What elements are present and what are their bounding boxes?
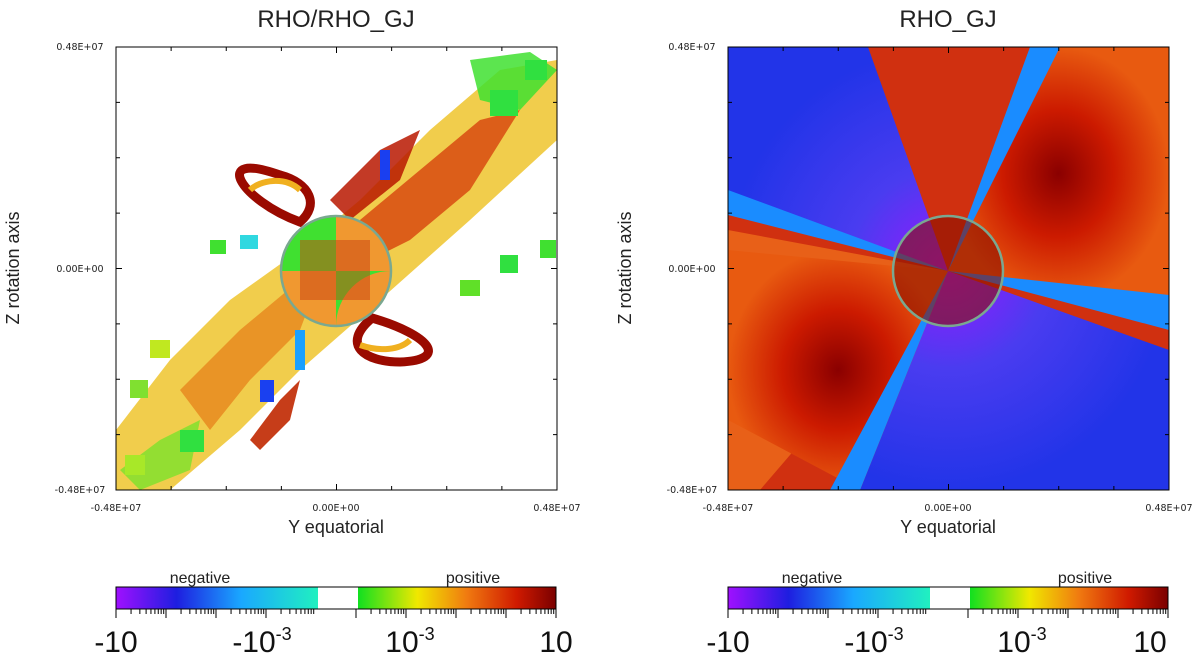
panel-left-ytick-mid: 0.00E+00: [56, 264, 103, 275]
panel-left-heatmap: [116, 47, 557, 490]
panel-right-title: RHO_GJ: [899, 6, 996, 33]
panel-left-xlabel: Y equatorial: [288, 517, 384, 537]
panel-left-xtick-mid: 0.00E+00: [312, 503, 359, 514]
panel-left-xtick-right: 0.48E+07: [533, 503, 580, 514]
panel-right-cyan-edges: [728, 47, 1169, 490]
panel-right-colorbar-tick-negmilli: -10-3: [844, 624, 903, 659]
panel-left-colorbar-negative: negative: [170, 570, 231, 587]
panel-left-colorbar-tick-negmilli: -10-3: [232, 624, 291, 659]
panel-left-ytick-top: 0.48E+07: [56, 42, 103, 53]
panel-right-ticks: [727, 46, 1170, 491]
panel-right-ytick-mid: 0.00E+00: [668, 264, 715, 275]
panel-right-colorbar-tick-posmilli: 10-3: [997, 624, 1046, 659]
panel-left-scattered-cells: [125, 60, 556, 475]
panel-left-star-interior: [281, 216, 391, 326]
panel-right-ytick-bottom: -0.48E+07: [667, 485, 718, 496]
panel-right-colorbar-positive: positive: [1058, 570, 1112, 587]
panel-left-title: RHO/RHO_GJ: [257, 6, 414, 33]
panel-right-colorbar-negative: negative: [782, 570, 843, 587]
panel-right-ylabel: Z rotation axis: [615, 211, 635, 324]
panel-right-xtick-left: -0.48E+07: [703, 503, 754, 514]
panel-left-colorbar-positive: positive: [446, 570, 500, 587]
panel-right-ytick-top: 0.48E+07: [668, 42, 715, 53]
panel-left-colorbar-tick-neg10: -10: [94, 626, 137, 659]
panel-left-colorbar-tick-pos10: 10: [539, 626, 572, 659]
panel-left-ylabel: Z rotation axis: [3, 211, 23, 324]
panel-right: RHO_GJ 0.48E+07 0.00E+00 -: [615, 6, 1193, 659]
panel-right-heatmap: [728, 47, 1169, 490]
panel-right-colorbar-tick-neg10: -10: [706, 626, 749, 659]
panel-right-xtick-right: 0.48E+07: [1145, 503, 1192, 514]
panel-left-colorbar-tick-posmilli: 10-3: [385, 624, 434, 659]
panel-right-colorbar: negative positive -10 -10-3 10-3 10: [706, 570, 1169, 659]
panel-left-ytick-bottom: -0.48E+07: [55, 485, 106, 496]
panel-right-xtick-mid: 0.00E+00: [924, 503, 971, 514]
panel-right-star-outline: [891, 214, 1005, 328]
panel-left-star-outline: [279, 214, 393, 328]
panel-left-colorbar: negative positive -10 -10-3 10-3 10: [94, 570, 572, 659]
panel-left-xtick-left: -0.48E+07: [91, 503, 142, 514]
panel-left: RHO/RHO_GJ: [3, 6, 581, 659]
panel-right-xlabel: Y equatorial: [900, 517, 996, 537]
panel-right-colorbar-tick-pos10: 10: [1133, 626, 1166, 659]
panel-left-lobes: [235, 163, 433, 367]
panel-left-ticks: [115, 46, 558, 491]
panel-right-star-interior: [893, 216, 1003, 326]
